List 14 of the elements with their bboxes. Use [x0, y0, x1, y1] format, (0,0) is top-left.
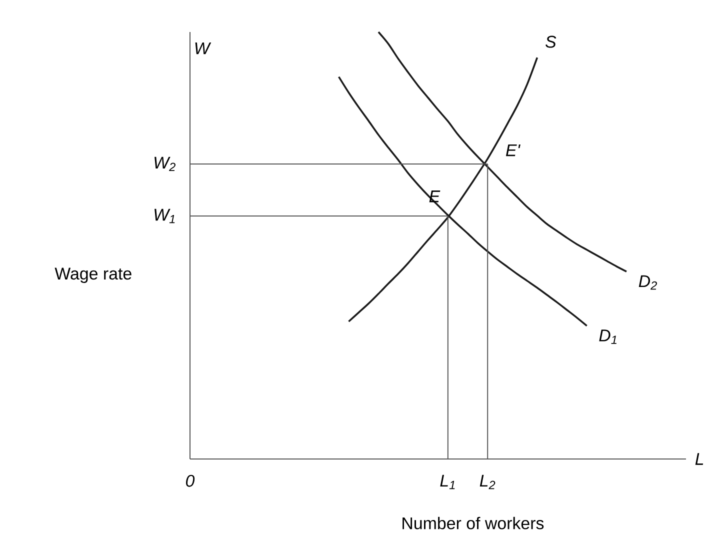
annotation: W	[195, 42, 212, 54]
series-label: D$_{2}$	[638, 275, 657, 290]
series-label: S	[546, 36, 556, 48]
x-tick-label: L$_{1}$	[440, 474, 455, 490]
x-tick-label: L$_{2}$	[480, 474, 496, 490]
series-label: W$_{1}$	[154, 208, 175, 224]
y-axis-title: Wage rate	[54, 268, 132, 283]
annotation: E	[429, 190, 440, 202]
text: L	[695, 453, 704, 465]
x-tick-label: 0	[186, 474, 195, 487]
series-label: W$_{2}$	[154, 156, 176, 172]
series-label: D$_{1}$	[599, 330, 616, 344]
annotation: E'	[506, 144, 520, 156]
x-axis-title: Number of workers	[402, 516, 544, 530]
